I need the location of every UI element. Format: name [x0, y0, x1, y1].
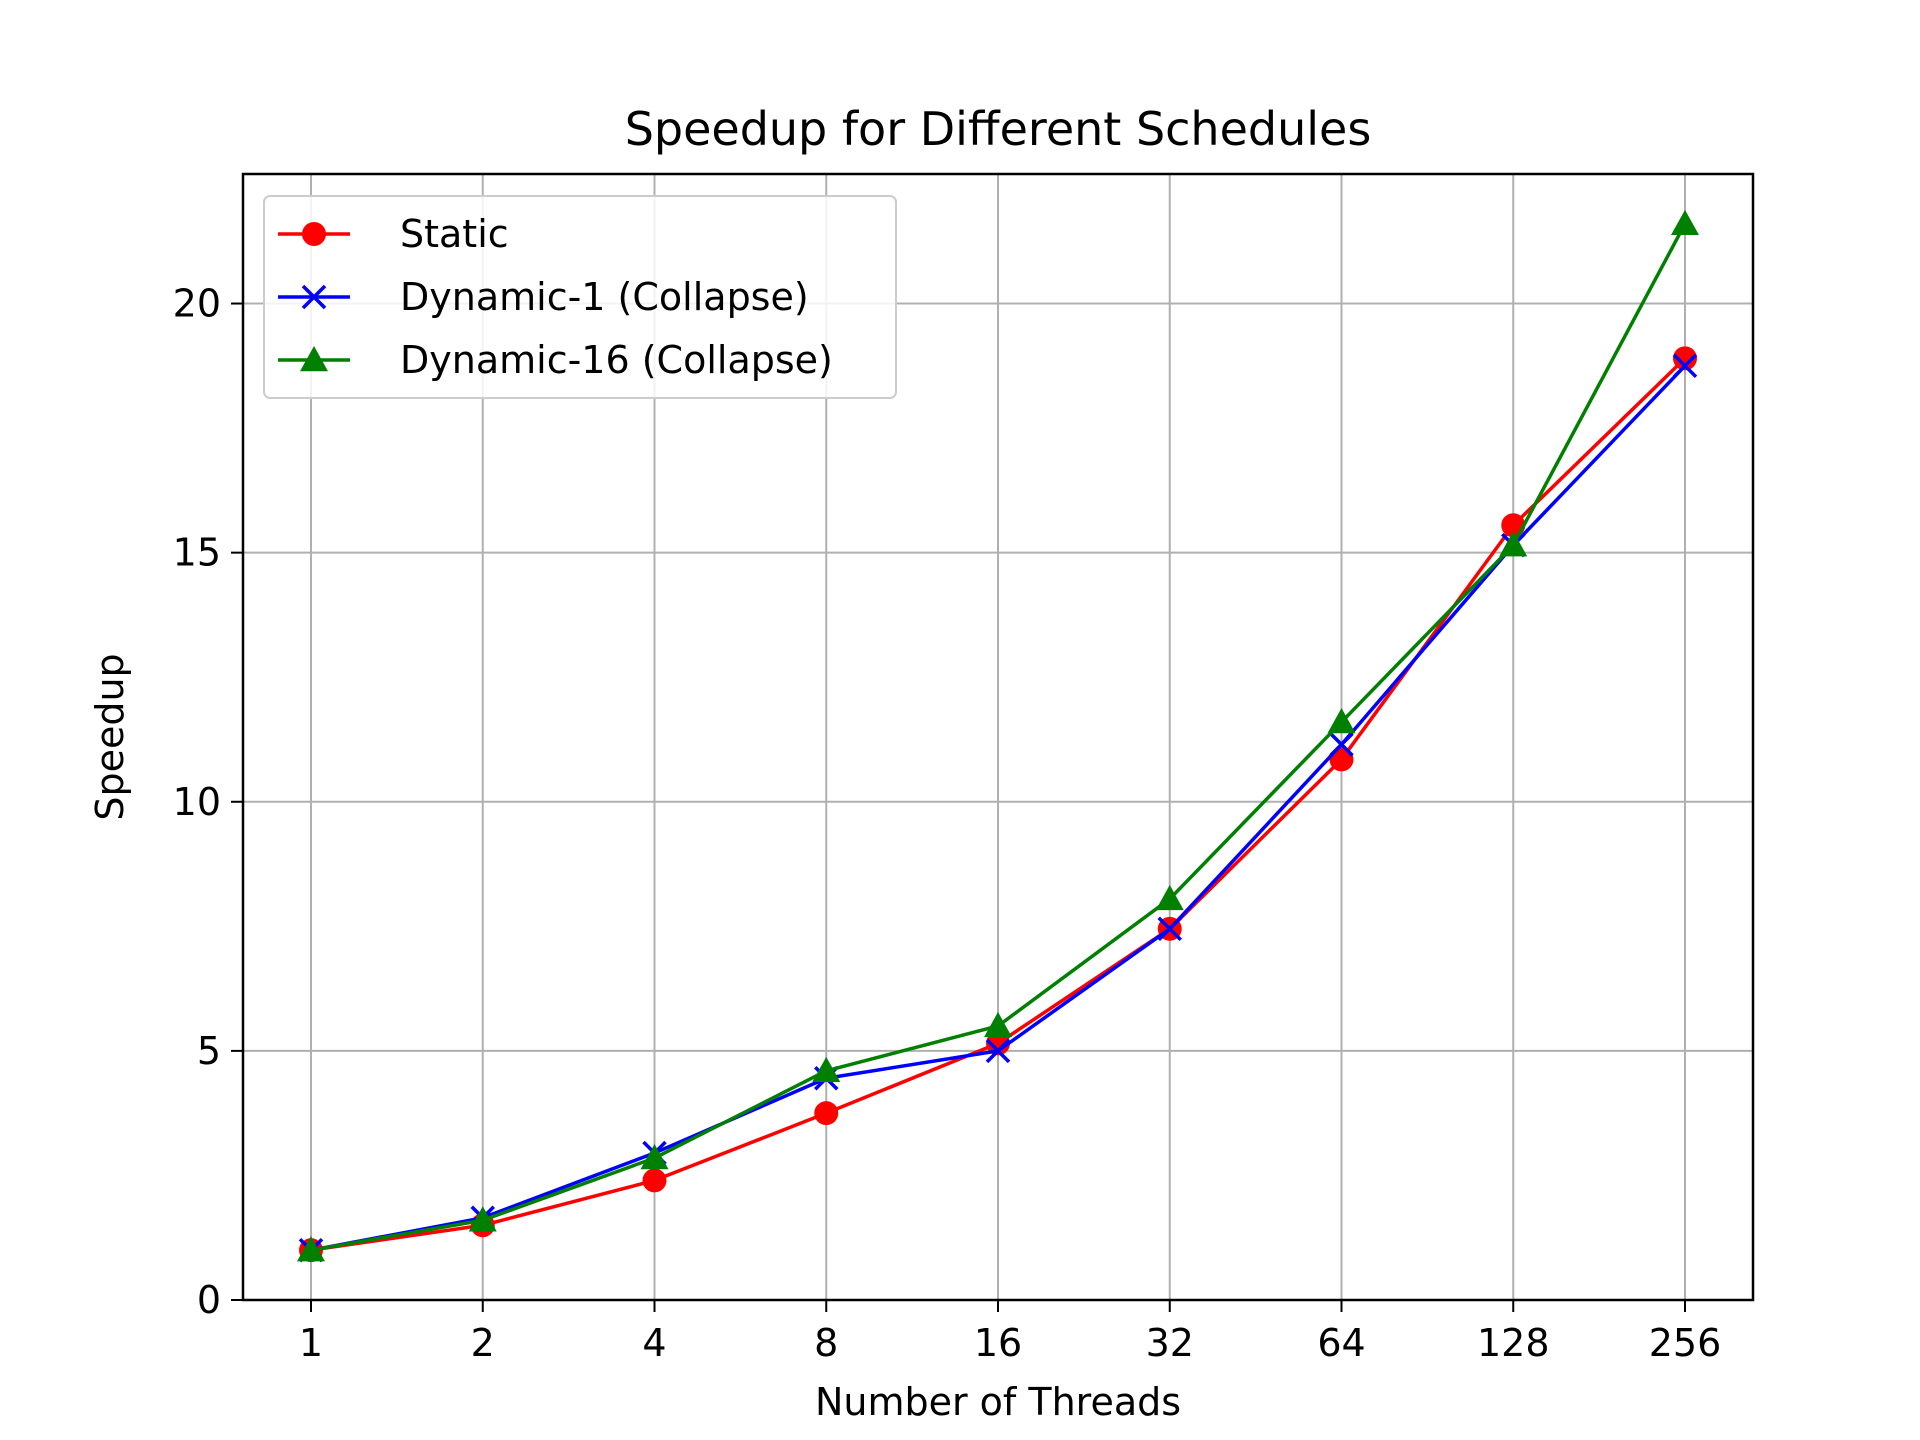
x-tick-label: 32 [1146, 1321, 1194, 1365]
data-point [1329, 732, 1354, 757]
data-point [642, 1168, 667, 1193]
legend-entry: Dynamic-16 (Collapse) [278, 338, 833, 382]
series-layer [297, 209, 1699, 1263]
x-tick-label: 64 [1317, 1321, 1365, 1365]
x-tick-label: 4 [642, 1321, 666, 1365]
legend-marker [300, 346, 328, 372]
x-tick-label: 128 [1477, 1321, 1550, 1365]
legend-entry: Static [278, 212, 509, 256]
data-point [984, 1011, 1012, 1038]
data-point [468, 1206, 497, 1232]
data-point [1499, 531, 1528, 557]
data-point [986, 1031, 1010, 1056]
legend-box [263, 195, 897, 399]
data-point [1155, 884, 1184, 911]
chart-title: Speedup for Different Schedules [625, 102, 1372, 156]
data-point [1327, 708, 1356, 734]
data-point [814, 1101, 839, 1126]
data-point [1157, 916, 1182, 942]
data-point [985, 1038, 1011, 1064]
data-point [1673, 346, 1697, 371]
data-point [1671, 209, 1699, 236]
y-tick-label: 0 [197, 1278, 221, 1322]
x-tick-label: 16 [974, 1321, 1022, 1365]
y-axis-label: Speedup [88, 653, 132, 820]
y-tick-label: 15 [173, 531, 221, 575]
legend-entry: Dynamic-1 (Collapse) [278, 275, 809, 319]
legend-label: Static [400, 212, 509, 256]
y-tick-label: 10 [173, 780, 221, 824]
y-tick-label: 20 [173, 282, 221, 326]
axis-ticks: 1 2 4 8 16 32 64 128 256 0 5 10 15 20 [173, 282, 1722, 1365]
x-tick-label: 256 [1649, 1321, 1722, 1365]
legend: Static Dynamic-1 (Collapse) Dynamic-16 (Co… [263, 195, 897, 399]
x-tick-label: 2 [471, 1321, 495, 1365]
data-point [640, 1144, 669, 1170]
legend-marker [302, 222, 326, 246]
x-tick-label: 1 [299, 1321, 323, 1365]
x-tick-label: 8 [814, 1321, 838, 1365]
legend-marker [301, 284, 327, 310]
data-point [812, 1056, 841, 1083]
data-point [1672, 353, 1698, 379]
legend-label: Dynamic-1 (Collapse) [400, 275, 809, 319]
series-3 [297, 209, 1699, 1262]
y-tick-label: 5 [197, 1029, 221, 1073]
data-point [297, 1236, 325, 1262]
x-axis-label: Number of Threads [815, 1380, 1181, 1424]
legend-label: Dynamic-16 (Collapse) [400, 338, 833, 382]
